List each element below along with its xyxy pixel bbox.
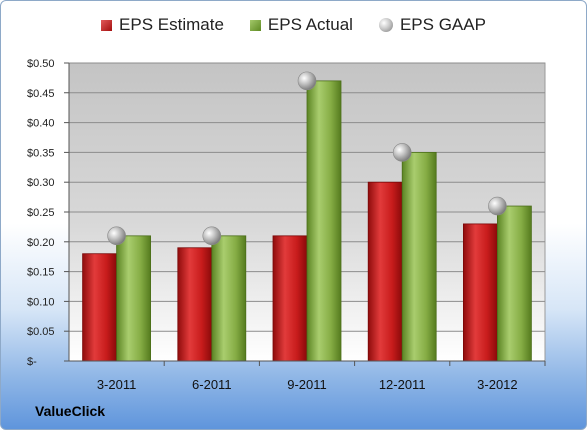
- x-tick-label: 6-2011: [192, 377, 232, 392]
- x-tick-label: 9-2011: [287, 377, 327, 392]
- y-tick-label: $0.40: [27, 118, 55, 130]
- bar-eps-actual: [401, 151, 437, 362]
- legend-swatch-eps-gaap: [378, 18, 393, 32]
- legend: EPS Estimate EPS Actual EPS GAAP: [1, 15, 586, 35]
- bar-eps-actual: [116, 235, 151, 362]
- y-tick-label: $0.35: [27, 147, 55, 159]
- company-label: ValueClick: [35, 403, 106, 419]
- bar-eps-estimate: [367, 181, 403, 362]
- x-tick-label: 3-2011: [97, 377, 137, 392]
- x-tick-label: 3-2012: [477, 377, 517, 392]
- marker-eps-gaap: [392, 143, 412, 162]
- bar-eps-estimate: [177, 247, 213, 362]
- y-tick-label: $0.25: [27, 207, 55, 219]
- y-tick-label: $0.45: [27, 88, 55, 100]
- bar-eps-actual: [211, 235, 247, 362]
- legend-item-eps-gaap: EPS GAAP: [378, 15, 486, 35]
- bar-eps-estimate: [272, 235, 308, 362]
- legend-swatch-eps-actual: [249, 19, 261, 31]
- marker-eps-gaap: [202, 226, 222, 246]
- legend-item-eps-actual: EPS Actual: [249, 15, 353, 35]
- x-tick-label: 12-2011: [379, 377, 426, 392]
- marker-eps-gaap: [107, 226, 126, 246]
- bar-eps-estimate: [82, 253, 117, 362]
- legend-label-eps-gaap: EPS GAAP: [399, 15, 486, 34]
- legend-label-eps-estimate: EPS Estimate: [119, 15, 224, 34]
- legend-label-eps-actual: EPS Actual: [267, 15, 353, 34]
- legend-item-eps-estimate: EPS Estimate: [101, 15, 224, 35]
- y-tick-label: $0.30: [27, 177, 55, 189]
- marker-eps-gaap: [297, 71, 317, 91]
- legend-swatch-eps-estimate: [101, 19, 113, 31]
- y-tick-label: $0.10: [27, 296, 55, 308]
- bar-eps-estimate: [462, 223, 498, 362]
- y-tick-label: $0.15: [27, 267, 55, 279]
- bar-eps-actual: [306, 80, 342, 362]
- bar-eps-actual: [496, 205, 532, 362]
- y-tick-label: $0.05: [27, 326, 55, 338]
- y-tick-label: $0.50: [27, 58, 55, 70]
- marker-eps-gaap: [488, 196, 507, 216]
- y-tick-label: $0.20: [27, 237, 55, 249]
- y-tick-label: $-: [27, 356, 37, 368]
